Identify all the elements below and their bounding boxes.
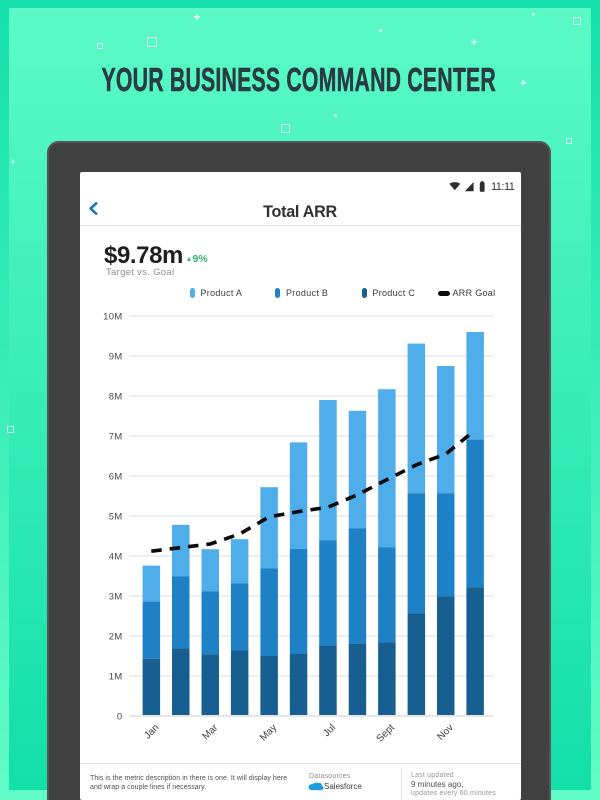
svg-text:3M: 3M bbox=[109, 592, 123, 603]
svg-text:8M: 8M bbox=[109, 392, 123, 403]
svg-text:Sept: Sept bbox=[375, 722, 397, 744]
svg-text:6M: 6M bbox=[109, 472, 123, 483]
svg-text:May: May bbox=[258, 722, 279, 743]
svg-text:1M: 1M bbox=[109, 672, 123, 683]
svg-text:4M: 4M bbox=[109, 552, 123, 563]
svg-text:5M: 5M bbox=[109, 512, 123, 523]
svg-text:Jul: Jul bbox=[321, 722, 338, 739]
svg-text:10M: 10M bbox=[103, 312, 122, 323]
svg-text:Nov: Nov bbox=[436, 722, 456, 742]
svg-text:Jan: Jan bbox=[142, 722, 161, 741]
svg-text:2M: 2M bbox=[109, 632, 123, 643]
svg-text:9M: 9M bbox=[109, 352, 123, 363]
svg-text:0: 0 bbox=[117, 712, 123, 723]
svg-text:Mar: Mar bbox=[200, 722, 220, 742]
svg-text:7M: 7M bbox=[109, 432, 123, 443]
